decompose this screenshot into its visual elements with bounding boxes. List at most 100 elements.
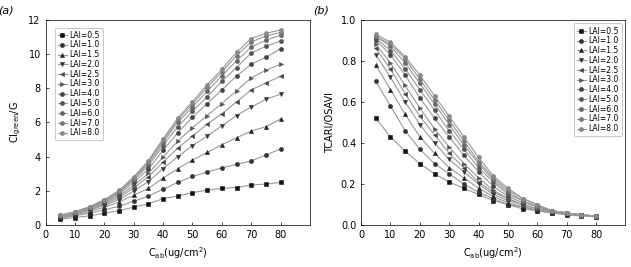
LAI=5.0 bbox=[277, 40, 285, 43]
LAI=3.0 bbox=[277, 62, 285, 66]
LAI=2.5 bbox=[233, 100, 240, 104]
LAI=6.0 bbox=[577, 213, 585, 217]
LAI=7.0 bbox=[71, 210, 79, 214]
LAI=2.0 bbox=[387, 76, 394, 79]
LAI=2.0 bbox=[218, 124, 226, 127]
LAI=3.0 bbox=[401, 84, 409, 87]
LAI=1.5 bbox=[416, 135, 423, 138]
LAI=2.0 bbox=[144, 180, 152, 183]
LAI=6.0 bbox=[387, 45, 394, 48]
LAI=5.0 bbox=[490, 180, 497, 184]
LAI=5.0 bbox=[56, 214, 64, 217]
Line: LAI=6.0: LAI=6.0 bbox=[374, 34, 598, 218]
LAI=0.5 bbox=[159, 197, 167, 200]
LAI=5.0 bbox=[593, 214, 600, 218]
LAI=2.5 bbox=[416, 115, 423, 118]
LAI=0.5 bbox=[504, 203, 512, 206]
LAI=7.0 bbox=[372, 34, 379, 38]
LAI=2.5 bbox=[203, 123, 211, 126]
LAI=8.0 bbox=[203, 83, 211, 86]
LAI=4.0 bbox=[144, 167, 152, 171]
LAI=4.0 bbox=[115, 193, 123, 196]
LAI=0.5 bbox=[100, 212, 108, 215]
LAI=2.0 bbox=[262, 98, 269, 101]
LAI=1.5 bbox=[144, 187, 152, 190]
LAI=7.0 bbox=[475, 160, 482, 163]
LAI=6.0 bbox=[233, 59, 240, 62]
LAI=0.5 bbox=[262, 183, 269, 186]
LAI=7.0 bbox=[130, 176, 138, 179]
LAI=5.0 bbox=[416, 88, 423, 91]
LAI=2.5 bbox=[372, 47, 379, 50]
LAI=0.5 bbox=[475, 193, 482, 196]
LAI=0.5 bbox=[460, 187, 468, 190]
LAI=7.0 bbox=[203, 86, 211, 89]
LAI=4.0 bbox=[247, 62, 255, 66]
LAI=0.5 bbox=[548, 211, 556, 214]
LAI=1.0 bbox=[504, 203, 512, 206]
LAI=5.0 bbox=[577, 213, 585, 217]
LAI=2.0 bbox=[71, 213, 79, 216]
LAI=6.0 bbox=[203, 90, 211, 93]
LAI=3.0 bbox=[218, 102, 226, 105]
LAI=1.0 bbox=[577, 213, 585, 217]
LAI=6.0 bbox=[593, 214, 600, 218]
LAI=8.0 bbox=[277, 28, 285, 32]
Line: LAI=1.0: LAI=1.0 bbox=[374, 79, 598, 218]
LAI=5.0 bbox=[130, 179, 138, 182]
LAI=1.0 bbox=[174, 181, 182, 184]
LAI=4.0 bbox=[159, 149, 167, 152]
LAI=0.5 bbox=[233, 186, 240, 189]
LAI=6.0 bbox=[174, 121, 182, 124]
LAI=2.0 bbox=[548, 210, 556, 214]
LAI=8.0 bbox=[577, 213, 585, 217]
LAI=1.5 bbox=[247, 129, 255, 133]
LAI=5.0 bbox=[519, 199, 526, 202]
LAI=3.0 bbox=[431, 127, 439, 130]
LAI=4.0 bbox=[577, 213, 585, 217]
LAI=2.5 bbox=[189, 135, 196, 138]
Legend: LAI=0.5, LAI=1.0, LAI=1.5, LAI=2.0, LAI=2.5, LAI=3.0, LAI=4.0, LAI=5.0, LAI=6.0,: LAI=0.5, LAI=1.0, LAI=1.5, LAI=2.0, LAI=… bbox=[55, 28, 103, 140]
LAI=6.0 bbox=[445, 123, 453, 126]
LAI=3.0 bbox=[548, 209, 556, 213]
LAI=6.0 bbox=[548, 209, 556, 213]
LAI=1.0 bbox=[56, 217, 64, 220]
LAI=0.5 bbox=[519, 207, 526, 210]
LAI=2.0 bbox=[401, 100, 409, 104]
LAI=4.0 bbox=[277, 47, 285, 50]
LAI=5.0 bbox=[475, 166, 482, 169]
LAI=7.0 bbox=[56, 214, 64, 217]
LAI=8.0 bbox=[56, 214, 64, 217]
LAI=2.0 bbox=[372, 53, 379, 56]
LAI=1.0 bbox=[115, 205, 123, 208]
LAI=1.5 bbox=[490, 195, 497, 198]
LAI=8.0 bbox=[490, 174, 497, 178]
LAI=7.0 bbox=[233, 54, 240, 57]
Y-axis label: TCARI/OSAVI: TCARI/OSAVI bbox=[325, 92, 335, 153]
Legend: LAI=0.5, LAI=1.0, LAI=1.5, LAI=2.0, LAI=2.5, LAI=3.0, LAI=4.0, LAI=5.0, LAI=6.0,: LAI=0.5, LAI=1.0, LAI=1.5, LAI=2.0, LAI=… bbox=[574, 23, 622, 136]
LAI=0.5 bbox=[401, 150, 409, 153]
LAI=4.0 bbox=[174, 131, 182, 134]
LAI=3.0 bbox=[563, 211, 570, 214]
LAI=2.0 bbox=[445, 158, 453, 161]
LAI=2.0 bbox=[416, 123, 423, 126]
LAI=1.5 bbox=[174, 167, 182, 170]
LAI=2.5 bbox=[475, 180, 482, 184]
LAI=8.0 bbox=[115, 189, 123, 192]
LAI=3.0 bbox=[71, 212, 79, 215]
LAI=5.0 bbox=[233, 66, 240, 69]
LAI=1.5 bbox=[534, 208, 541, 211]
LAI=2.5 bbox=[460, 166, 468, 169]
LAI=0.5 bbox=[490, 199, 497, 202]
X-axis label: C$_\mathrm{ab}$(ug/cm$^2$): C$_\mathrm{ab}$(ug/cm$^2$) bbox=[148, 246, 208, 261]
LAI=4.0 bbox=[445, 135, 453, 138]
LAI=6.0 bbox=[401, 61, 409, 64]
LAI=1.0 bbox=[475, 191, 482, 194]
LAI=8.0 bbox=[71, 210, 79, 213]
LAI=6.0 bbox=[189, 105, 196, 109]
LAI=2.0 bbox=[159, 167, 167, 170]
LAI=7.0 bbox=[401, 57, 409, 60]
LAI=1.5 bbox=[71, 213, 79, 217]
LAI=7.0 bbox=[189, 102, 196, 105]
LAI=6.0 bbox=[504, 191, 512, 194]
